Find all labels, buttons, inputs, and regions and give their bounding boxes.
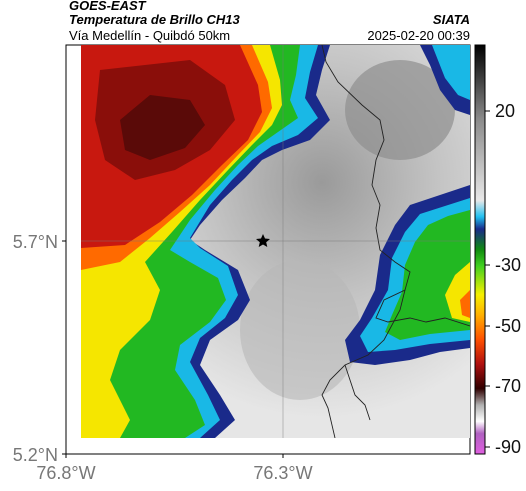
colorbar-label: -50 [495,316,521,336]
storm-upper-right-cyan [432,45,470,100]
org-label: SIATA [432,12,470,27]
gray-cloud-blob [240,260,360,400]
storm-right-orange [460,290,470,318]
colorbar-label: 20 [495,101,515,121]
region-subtitle: Vía Medellín - Quibdó 50km [69,28,231,43]
lon-tick-label: 76.3°W [253,463,312,483]
storm-right-green [385,210,470,340]
boundary-line [344,364,371,421]
storm-coldest-core [120,95,205,160]
colorbar-label: -90 [495,437,521,457]
colorbar-label: -70 [495,376,521,396]
colorbar-label: -30 [495,255,521,275]
boundary-line [321,45,470,327]
colorbar [474,44,486,455]
location-star-marker [256,234,270,247]
product-title: Temperatura de Brillo CH13 [69,12,240,27]
lat-tick-label: 5.7°N [13,232,58,252]
lat-tick-label: 5.2°N [13,445,58,465]
datetime-label: 2025-02-20 00:39 [367,28,470,43]
lon-tick-label: 76.8°W [36,463,95,483]
satellite-title: GOES-EAST [69,0,146,13]
gray-cloud-blob [345,60,455,160]
